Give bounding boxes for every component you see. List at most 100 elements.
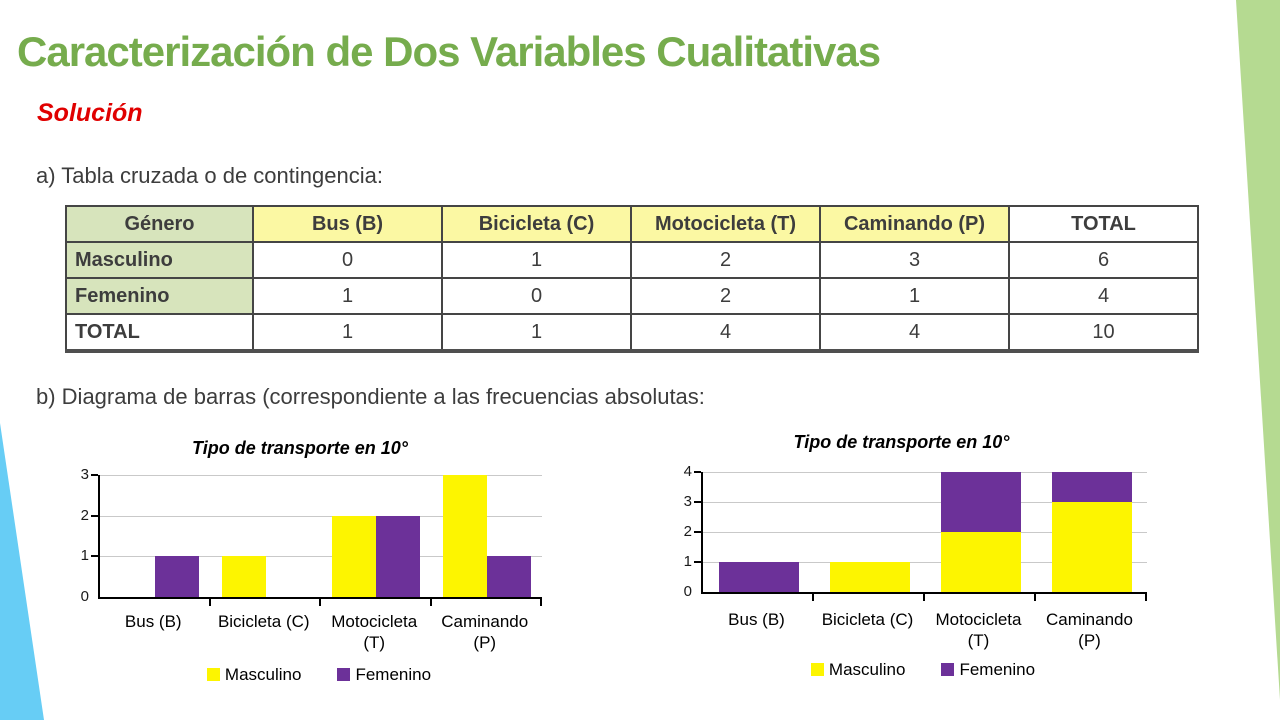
x-axis-tick xyxy=(429,599,432,606)
y-axis-tick-label: 1 xyxy=(683,553,692,570)
cell-value: 1 xyxy=(819,277,1010,315)
stacked-bar-chart: Tipo de transporte en 10° 0 1 2 3 4 Bus (B) Bic… xyxy=(658,428,1224,680)
legend-swatch-femenino xyxy=(337,668,351,681)
col-header-genero: Género xyxy=(65,205,254,243)
cell-value: 1 xyxy=(441,313,632,353)
x-axis-category-label: Bicicleta (C) xyxy=(821,610,914,629)
legend-swatch-masculino xyxy=(810,663,824,676)
plot-area xyxy=(91,474,543,606)
y-axis-tick-label: 1 xyxy=(80,547,89,565)
table-row: Masculino 0 1 2 3 6 xyxy=(65,241,1199,279)
x-axis-category-label: Bus (B) xyxy=(728,610,785,629)
y-axis-tick xyxy=(694,501,701,503)
gridline xyxy=(100,516,542,517)
row-label-femenino: Femenino xyxy=(65,277,254,315)
cell-value: 6 xyxy=(1008,241,1199,279)
cell-value: 4 xyxy=(630,313,821,353)
bar-femenino xyxy=(376,516,421,597)
chart-title: Tipo de transporte en 10° xyxy=(793,432,1010,452)
segment-femenino xyxy=(1051,472,1132,502)
x-axis-category-label: Caminando (P) xyxy=(441,612,529,653)
section-a-label: a) Tabla cruzada o de contingencia: xyxy=(36,163,383,188)
legend-label: Masculino xyxy=(828,659,906,679)
legend-label: Femenino xyxy=(959,659,1036,679)
bar-masculino xyxy=(442,475,487,597)
y-axis-tick xyxy=(91,474,98,476)
x-axis-tick xyxy=(1145,594,1147,601)
cell-value: 4 xyxy=(819,313,1010,353)
category-slot xyxy=(432,475,543,597)
y-axis-tick-label: 2 xyxy=(80,506,89,524)
category-slot xyxy=(100,475,211,597)
legend: Masculino Femenino xyxy=(98,665,540,685)
cell-value: 2 xyxy=(630,277,821,315)
x-axis-tick xyxy=(540,599,542,606)
blue-corner-decoration xyxy=(0,423,44,720)
x-axis-category-label: Motocicleta (T) xyxy=(331,612,418,653)
table-header-row: Género Bus (B) Bicicleta (C) Motocicleta… xyxy=(65,205,1199,243)
x-axis-tick xyxy=(812,594,814,601)
legend-swatch-masculino xyxy=(206,668,220,681)
plot-area xyxy=(694,471,1147,601)
segment-masculino xyxy=(1051,502,1132,592)
cell-value: 0 xyxy=(441,277,632,315)
bar-femenino xyxy=(486,556,531,597)
legend: Masculino Femenino xyxy=(701,660,1145,680)
cell-value: 3 xyxy=(819,241,1010,279)
contingency-table: Género Bus (B) Bicicleta (C) Motocicleta… xyxy=(65,205,1199,353)
category-slot xyxy=(703,472,814,592)
x-axis-category-label: Motocicleta (T) xyxy=(935,610,1022,651)
solution-label: Solución xyxy=(37,99,143,127)
x-axis-tick xyxy=(1034,594,1036,601)
slide-title: Caracterización de Dos Variables Cualita… xyxy=(17,28,881,75)
gridline xyxy=(703,532,1147,533)
cell-value: 1 xyxy=(252,313,443,353)
legend-item-femenino: Femenino xyxy=(941,660,1035,680)
table-row: TOTAL 1 1 4 4 10 xyxy=(65,313,1199,353)
gridline xyxy=(703,472,1147,473)
legend-label: Masculino xyxy=(224,664,302,684)
bar-masculino xyxy=(221,556,266,597)
segment-femenino xyxy=(940,472,1021,532)
x-axis-category-label: Bicicleta (C) xyxy=(217,612,310,631)
category-slot xyxy=(814,472,925,592)
section-b-label: b) Diagrama de barras (correspondiente a… xyxy=(36,384,705,409)
grouped-bar-chart: Tipo de transporte en 10° 0 1 2 3 Bus (B) Bici… xyxy=(60,434,640,685)
y-axis: 0 1 2 3 xyxy=(60,467,98,605)
legend-label: Femenino xyxy=(355,664,432,684)
legend-swatch-femenino xyxy=(941,663,955,676)
y-axis-tick-label: 3 xyxy=(683,493,692,510)
cell-value: 1 xyxy=(441,241,632,279)
y-axis-tick xyxy=(91,515,98,517)
gridline xyxy=(703,562,1147,563)
col-header-bicicleta: Bicicleta (C) xyxy=(441,205,632,243)
y-axis-tick xyxy=(694,471,701,473)
x-axis-tick xyxy=(923,594,925,601)
y-axis-tick-label: 4 xyxy=(683,463,692,480)
segment-femenino xyxy=(718,562,799,592)
legend-item-femenino: Femenino xyxy=(337,665,431,685)
y-axis-tick-label: 0 xyxy=(683,583,692,600)
col-header-total: TOTAL xyxy=(1008,205,1199,243)
col-header-bus: Bus (B) xyxy=(252,205,443,243)
category-slot xyxy=(925,472,1036,592)
y-axis-tick-label: 3 xyxy=(80,466,89,483)
bar-masculino xyxy=(332,516,377,597)
gridline xyxy=(100,556,542,557)
bar-femenino xyxy=(155,556,200,597)
cell-value: 4 xyxy=(1008,277,1199,315)
y-axis: 0 1 2 3 4 xyxy=(658,464,701,600)
category-slot xyxy=(1036,472,1147,592)
gridline xyxy=(100,475,542,476)
x-axis-tick xyxy=(208,599,211,606)
legend-item-masculino: Masculino xyxy=(206,664,302,685)
x-axis-category-label: Caminando (P) xyxy=(1046,610,1133,651)
x-axis-category-label: Bus (B) xyxy=(124,612,182,631)
legend-item-masculino: Masculino xyxy=(810,659,906,680)
y-axis-tick-label: 2 xyxy=(683,523,692,540)
category-slot xyxy=(321,475,432,597)
chart-title: Tipo de transporte en 10° xyxy=(192,438,408,458)
cell-value: 2 xyxy=(630,241,821,279)
segment-masculino xyxy=(829,562,910,592)
